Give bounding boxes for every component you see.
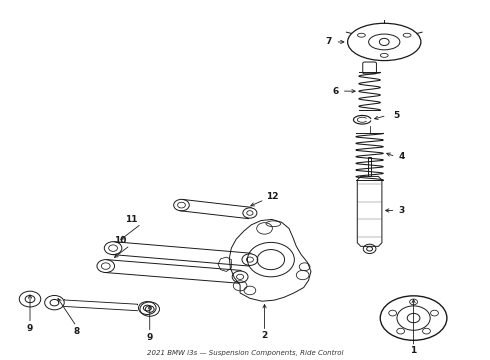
Bar <box>368 157 371 176</box>
Text: 5: 5 <box>393 111 399 120</box>
Text: 1: 1 <box>411 346 416 355</box>
Text: 10: 10 <box>114 237 126 246</box>
Text: 12: 12 <box>266 192 278 201</box>
Text: 2021 BMW i3s — Suspension Components, Ride Control: 2021 BMW i3s — Suspension Components, Ri… <box>147 350 343 356</box>
Text: 4: 4 <box>398 152 405 161</box>
Text: 9: 9 <box>27 324 33 333</box>
Text: 9: 9 <box>147 333 153 342</box>
Text: 8: 8 <box>74 327 79 336</box>
Text: 3: 3 <box>398 206 404 215</box>
Text: 11: 11 <box>125 215 138 224</box>
Text: 7: 7 <box>326 37 332 46</box>
Text: 2: 2 <box>262 332 268 341</box>
Text: 6: 6 <box>332 86 339 95</box>
